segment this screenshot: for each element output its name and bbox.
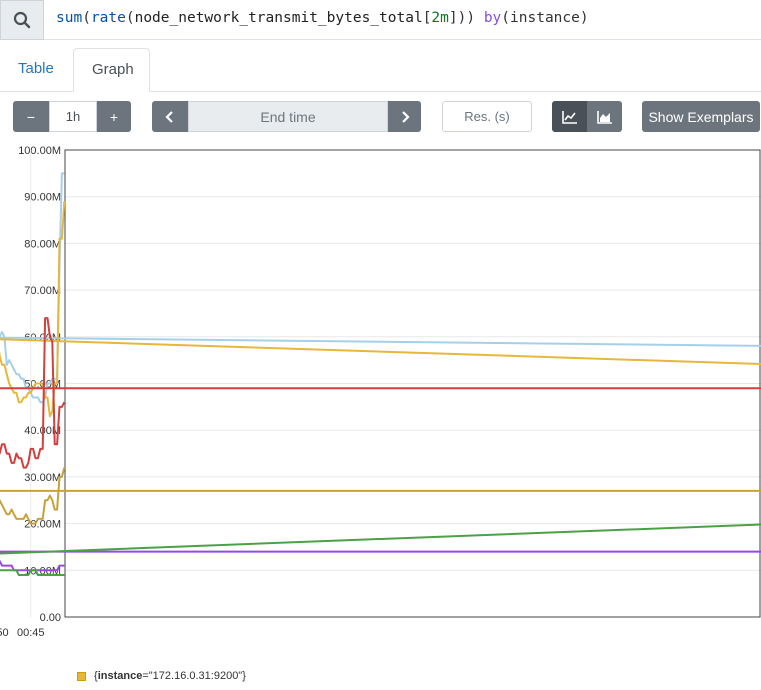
unstacked-line-button[interactable] [552,101,587,132]
search-icon[interactable] [0,0,44,40]
x-tick-label: 00:45 [17,627,45,639]
legend-item[interactable]: {instance="172.16.0.31:9200"} [77,670,246,682]
end-time-forward-button[interactable] [388,101,421,132]
series-line-4 [0,467,761,525]
query-bracket: ] [448,10,458,26]
query-fn-sum: sum [56,10,83,26]
query-expression-input[interactable]: sum(rate(node_network_transmit_bytes_tot… [44,0,761,40]
query-metric: node_network_transmit_bytes_total [134,10,423,26]
chevron-left-icon [165,110,173,123]
show-exemplars-button[interactable]: Show Exemplars [642,101,760,132]
end-time-back-button[interactable] [152,101,188,132]
tab-graph[interactable]: Graph [73,48,150,92]
stacked-area-button[interactable] [587,101,622,132]
query-fn-rate: rate [90,10,126,26]
view-tabs: Table Graph [0,48,761,92]
chevron-right-icon [401,110,410,123]
tab-table[interactable]: Table [18,60,54,77]
y-tick-label: 20.00M [24,519,61,531]
y-tick-label: 30.00M [24,472,61,484]
y-tick-label: 90.00M [24,192,61,204]
line-chart-icon [561,110,577,124]
end-time-input[interactable]: End time [188,101,388,132]
series-line-3 [0,317,761,469]
series-line-1 [0,172,761,404]
legend-label: {instance="172.16.0.31:9200"} [94,670,246,682]
legend-label-value: "172.16.0.31:9200" [148,670,243,682]
series-line-2 [0,201,761,418]
legend-swatch [77,671,86,681]
increase-range-button[interactable]: + [97,101,131,132]
plot-border [64,149,761,618]
query-keyword-by: by [483,10,502,26]
series-line-6 [0,523,761,576]
legend-label-key: instance [97,670,143,682]
x-tick-label: 00:50 [0,627,9,639]
query-bar: sum(rate(node_network_transmit_bytes_tot… [0,0,761,40]
query-duration: 2m [431,10,449,26]
decrease-range-button[interactable]: − [13,101,49,132]
time-series-graph[interactable]: 0.0010.00M20.00M30.00M40.00M50.00M60.00M… [0,140,761,660]
resolution-input[interactable]: Res. (s) [442,101,532,132]
y-tick-label: 0.00 [40,612,61,624]
range-input[interactable]: 1h [49,101,97,132]
y-tick-label: 100.00M [18,145,61,157]
y-tick-label: 80.00M [24,238,61,250]
query-paren: ( [82,10,91,26]
query-bracket: [ [422,10,432,26]
stacked-area-chart-icon [596,110,612,124]
series-line-5 [0,550,761,572]
y-tick-label: 70.00M [24,285,61,297]
query-paren: )) [457,10,484,26]
query-grouping: (instance) [501,10,589,26]
query-paren: ( [125,10,135,26]
